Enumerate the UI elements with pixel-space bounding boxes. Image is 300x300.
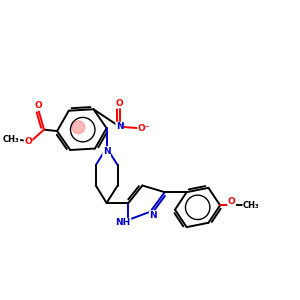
Text: O: O — [24, 137, 32, 146]
Text: CH₃: CH₃ — [243, 201, 260, 210]
Text: N: N — [116, 122, 124, 131]
Text: N: N — [103, 147, 110, 156]
Circle shape — [72, 121, 85, 134]
Text: CH₃: CH₃ — [3, 135, 20, 144]
Text: O: O — [34, 101, 42, 110]
Text: N: N — [149, 211, 157, 220]
Text: O: O — [228, 197, 236, 206]
Text: +: + — [119, 122, 124, 128]
Text: NH: NH — [116, 218, 131, 227]
Text: O⁻: O⁻ — [138, 124, 150, 133]
Text: O: O — [116, 99, 124, 108]
